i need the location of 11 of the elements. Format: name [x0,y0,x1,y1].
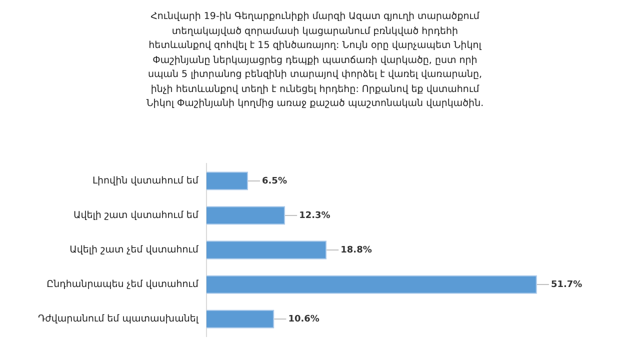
data-label: 6.5% [262,176,287,186]
data-label: 12.3% [299,210,330,221]
y-tick-label: Ավելի շատ չեմ վստահում [70,244,200,256]
y-tick-label: Ավելի շատ վստահում եմ [73,210,200,221]
y-tick-label: Լիովին վստահում եմ [92,175,200,186]
data-label: 18.8% [340,245,372,256]
y-tick-label: Ընդհանրապես չեմ վստահում [46,278,200,290]
data-label: 51.7% [550,280,582,290]
chart-title: Հունվարի 19-ին Գեղարքունիքի մարզի Ազատ գյուղի տարածքում տեղակայված զորամասի կացարանում բռնկված հրդեհի հետևանքով զոհվել է 15 զինծառայող: Նույն օրը վարչապետ Նիկոլ Փաշինյանը ներկայացրեց դեպքի պատճառի վարկածը, ըստ որի սպան 5 լիտրանոց բենզինի տարայով փորձել է վառել վառարանը, ինչի հետևանքով տեղի է ունեցել հրդեհը: Որքանով եք վստահում Նիկոլ Փաշինյանի կողմից առաջ քաշած պաշտոնական վարկածին. [145,10,485,111]
data-label: 10.6% [288,314,320,324]
y-tick-label: Դժվարանում եմ պատասխանել [38,314,199,325]
